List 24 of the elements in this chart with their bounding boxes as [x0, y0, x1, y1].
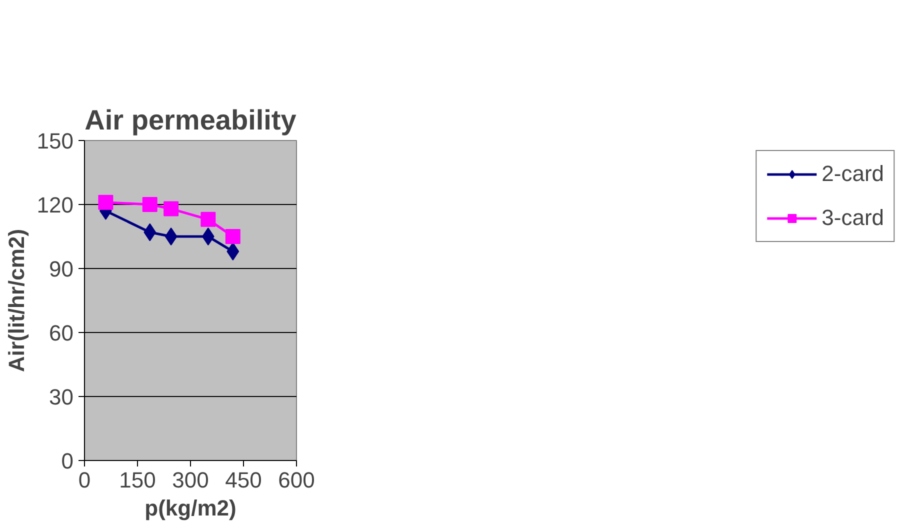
- y-tick-label: 30: [49, 384, 74, 410]
- legend-label: 3-card: [822, 205, 884, 231]
- point: [164, 228, 178, 246]
- y-axis-title: Air(lit/hr/cm2): [4, 228, 29, 372]
- x-tick-label: 300: [172, 468, 209, 492]
- point: [225, 229, 240, 244]
- point: [142, 197, 158, 212]
- y-tick-label: 90: [49, 256, 74, 282]
- point: [200, 212, 216, 227]
- x-tick-label: 600: [278, 468, 315, 492]
- x-tick-label: 450: [225, 468, 262, 492]
- x-tick-label: 0: [78, 468, 91, 492]
- point: [144, 223, 156, 242]
- point: [164, 201, 179, 216]
- chart-title: Air permeability: [84, 104, 297, 136]
- legend-label: 2-card: [822, 161, 884, 187]
- point: [226, 242, 240, 260]
- y-tick-label: 60: [49, 320, 74, 346]
- y-tick-label: 150: [36, 128, 74, 154]
- x-axis-title: p(kg/m2): [144, 496, 236, 520]
- y-tick-label: 0: [61, 448, 74, 474]
- x-tick-label: 150: [119, 468, 156, 492]
- y-tick-label: 120: [36, 192, 74, 218]
- point: [98, 194, 114, 210]
